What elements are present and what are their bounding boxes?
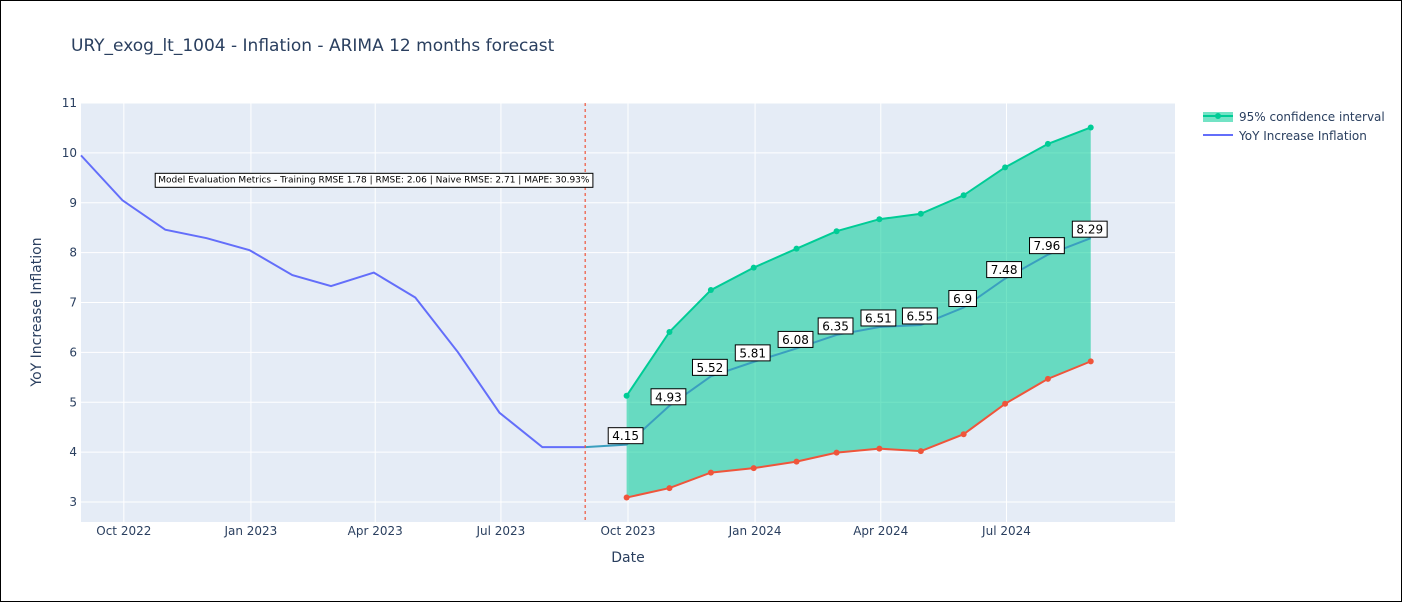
upper-bound-point — [666, 328, 673, 335]
data-label: 6.9 — [953, 292, 972, 306]
y-tick-label: 11 — [62, 96, 77, 110]
lower-bound-point — [793, 458, 800, 465]
lower-bound-point — [1002, 400, 1009, 407]
upper-bound-point — [750, 264, 757, 271]
legend-item-confidence-interval[interactable]: 95% confidence interval — [1203, 110, 1385, 124]
annotation-box: Model Evaluation Metrics - Training RMSE… — [154, 172, 594, 188]
forecast-line — [585, 237, 1092, 449]
y-tick-labels: 3 4 5 6 7 8 9 10 11 — [62, 96, 77, 509]
x-tick-label: Jan 2024 — [728, 524, 782, 538]
data-label-box — [650, 388, 687, 406]
data-label-box — [734, 344, 771, 362]
y-axis-title: YoY Increase Inflation — [29, 237, 45, 387]
upper-bound-point — [707, 287, 714, 294]
upper-bound-point — [793, 245, 800, 252]
legend[interactable]: 95% confidence interval YoY Increase Inf… — [1203, 110, 1385, 143]
x-tick-label: Oct 2022 — [96, 524, 151, 538]
upper-bound-point — [1044, 140, 1051, 147]
data-label-box — [777, 330, 814, 348]
annotation-text: Model Evaluation Metrics - Training RMSE… — [158, 175, 590, 185]
lower-bound-point — [750, 465, 757, 472]
chart-title: URY_exog_lt_1004 - Inflation - ARIMA 12 … — [71, 36, 555, 56]
data-label: 5.81 — [739, 346, 766, 360]
lower-bound-point — [623, 494, 630, 501]
upper-bound-point — [623, 392, 630, 399]
y-tick-label: 10 — [62, 146, 77, 160]
series-layer — [80, 103, 1094, 522]
y-tick-label: 8 — [69, 246, 77, 260]
upper-bound-point — [917, 210, 924, 217]
x-tick-label: Jul 2024 — [981, 524, 1031, 538]
data-label: 7.96 — [1034, 239, 1061, 253]
y-tick-label: 6 — [69, 345, 77, 359]
y-tick-label: 4 — [69, 445, 77, 459]
upper-bound-point — [876, 216, 883, 223]
upper-bound-point — [960, 192, 967, 199]
annotation-border — [154, 172, 594, 188]
inflation-line — [80, 154, 586, 449]
y-tick-label: 3 — [69, 495, 77, 509]
upper-bound-point — [1002, 164, 1009, 171]
data-label-box — [817, 317, 854, 335]
data-label-box — [1029, 237, 1065, 255]
x-tick-label: Apr 2023 — [348, 524, 403, 538]
data-label-box — [860, 309, 897, 327]
data-label: 5.52 — [697, 361, 724, 375]
lower-bound-point — [876, 445, 883, 452]
lower-bound-point — [1044, 375, 1051, 382]
data-label: 7.48 — [991, 263, 1018, 277]
legend-label-confidence-interval: 95% confidence interval — [1239, 110, 1385, 124]
data-label-layer: 4.15 4.93 5.52 5.81 6.08 6.35 6.51 6.55 6.9 7.48 7… — [607, 220, 1108, 445]
x-tick-label: Jan 2023 — [223, 524, 277, 538]
y-tick-label: 5 — [69, 395, 77, 409]
upper-bound-point — [1087, 124, 1094, 131]
x-tick-label: Apr 2024 — [853, 524, 908, 538]
legend-swatch-marker — [1215, 113, 1221, 119]
legend-label-inflation: YoY Increase Inflation — [1238, 129, 1367, 143]
confidence-band — [626, 127, 1091, 498]
data-label-box — [948, 290, 977, 308]
data-label: 6.08 — [782, 333, 809, 347]
data-label-box — [691, 358, 728, 376]
data-label: 6.51 — [865, 311, 892, 325]
lower-bound-point — [960, 431, 967, 438]
data-label-box — [986, 261, 1022, 279]
y-tick-label: 7 — [69, 296, 77, 310]
lower-bound-line — [626, 360, 1092, 499]
data-label-box — [901, 307, 938, 325]
upper-bound-line — [625, 126, 1092, 397]
data-label: 4.93 — [655, 390, 682, 404]
x-tick-labels: Oct 2022 Jan 2023 Apr 2023 Jul 2023 Oct 2023… — [96, 524, 1031, 538]
data-label-box — [607, 427, 644, 445]
data-label: 4.15 — [612, 429, 639, 443]
lower-bound-point — [833, 449, 840, 456]
y-tick-label: 9 — [69, 196, 77, 210]
lower-bound-point — [707, 469, 714, 476]
data-label: 6.35 — [822, 319, 849, 333]
data-label: 8.29 — [1076, 223, 1103, 237]
x-tick-label: Oct 2023 — [600, 524, 655, 538]
lower-bound-point — [666, 485, 673, 492]
lower-bound-point — [1087, 358, 1094, 365]
data-label-box — [1071, 220, 1108, 238]
legend-item-inflation[interactable]: YoY Increase Inflation — [1203, 129, 1367, 143]
upper-bound-point — [833, 228, 840, 235]
x-axis-title: Date — [611, 550, 644, 566]
data-label: 6.55 — [906, 309, 933, 323]
lower-bound-point — [917, 448, 924, 455]
x-tick-label: Jul 2023 — [475, 524, 525, 538]
